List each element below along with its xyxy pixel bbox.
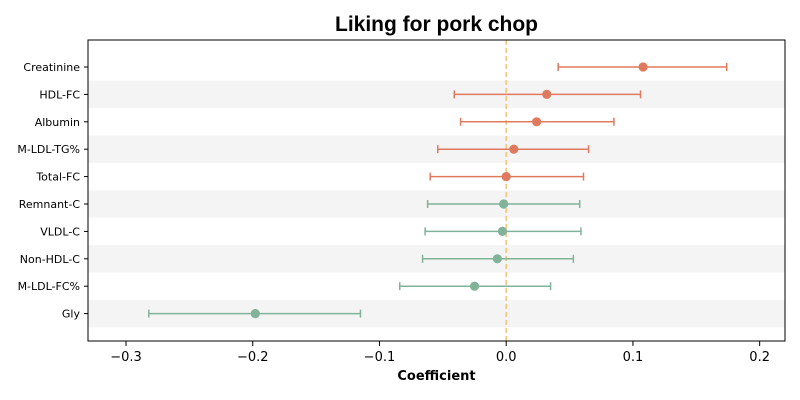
estimate-point <box>638 62 648 72</box>
estimate-point <box>542 89 552 99</box>
row-mark-albumin <box>459 117 615 127</box>
row-mark-m-ldl-tg- <box>437 144 590 154</box>
x-axis-label: Coefficient <box>397 369 475 384</box>
y-tick-label: Non-HDL-C <box>20 253 81 266</box>
row-mark-vldl-c <box>424 226 582 236</box>
x-tick-label: 0.2 <box>749 350 770 365</box>
x-tick-label: −0.3 <box>110 350 142 365</box>
row-mark-total-fc <box>429 172 585 182</box>
estimate-point <box>532 117 542 127</box>
row-mark-hdl-fc <box>453 89 642 99</box>
estimate-point <box>250 309 260 319</box>
estimate-point <box>469 281 480 291</box>
plot-frame <box>87 39 786 342</box>
x-tick-label: −0.2 <box>237 350 269 365</box>
x-tick-label: 0.0 <box>496 350 517 365</box>
estimate-point <box>501 172 511 182</box>
row-mark-non-hdl-c <box>421 254 575 264</box>
y-tick-label: Gly <box>62 308 81 321</box>
y-tick-label: Remnant-C <box>19 198 81 211</box>
y-tick-label: Creatinine <box>23 61 80 74</box>
chart-title: Liking for pork chop <box>335 13 538 36</box>
x-axis: −0.3 −0.2 −0.1 0.0 0.1 0.2 <box>110 341 770 365</box>
row-mark-remnant-c <box>426 199 581 209</box>
row-mark-gly <box>148 309 362 319</box>
y-tick-label: VLDL-C <box>40 225 80 238</box>
y-tick-label: Albumin <box>35 116 80 129</box>
row-band <box>88 135 785 163</box>
x-tick-label: −0.1 <box>364 350 396 365</box>
estimate-point <box>509 144 519 154</box>
estimate-point <box>497 226 507 236</box>
x-tick-label: 0.1 <box>623 350 644 365</box>
estimate-point <box>492 254 502 264</box>
row-mark-creatinine <box>557 62 728 72</box>
y-tick-label: M-LDL-TG% <box>17 143 80 156</box>
estimate-marks <box>148 62 728 319</box>
y-tick-label: HDL-FC <box>39 88 80 101</box>
y-tick-label: Total-FC <box>35 171 80 184</box>
row-mark-m-ldl-fc- <box>398 281 552 291</box>
y-axis: Creatinine HDL-FC Albumin M-LDL-TG% Total-FC… <box>17 61 88 321</box>
row-band <box>88 80 785 109</box>
y-tick-label: M-LDL-FC% <box>18 280 80 293</box>
estimate-point <box>499 199 509 209</box>
